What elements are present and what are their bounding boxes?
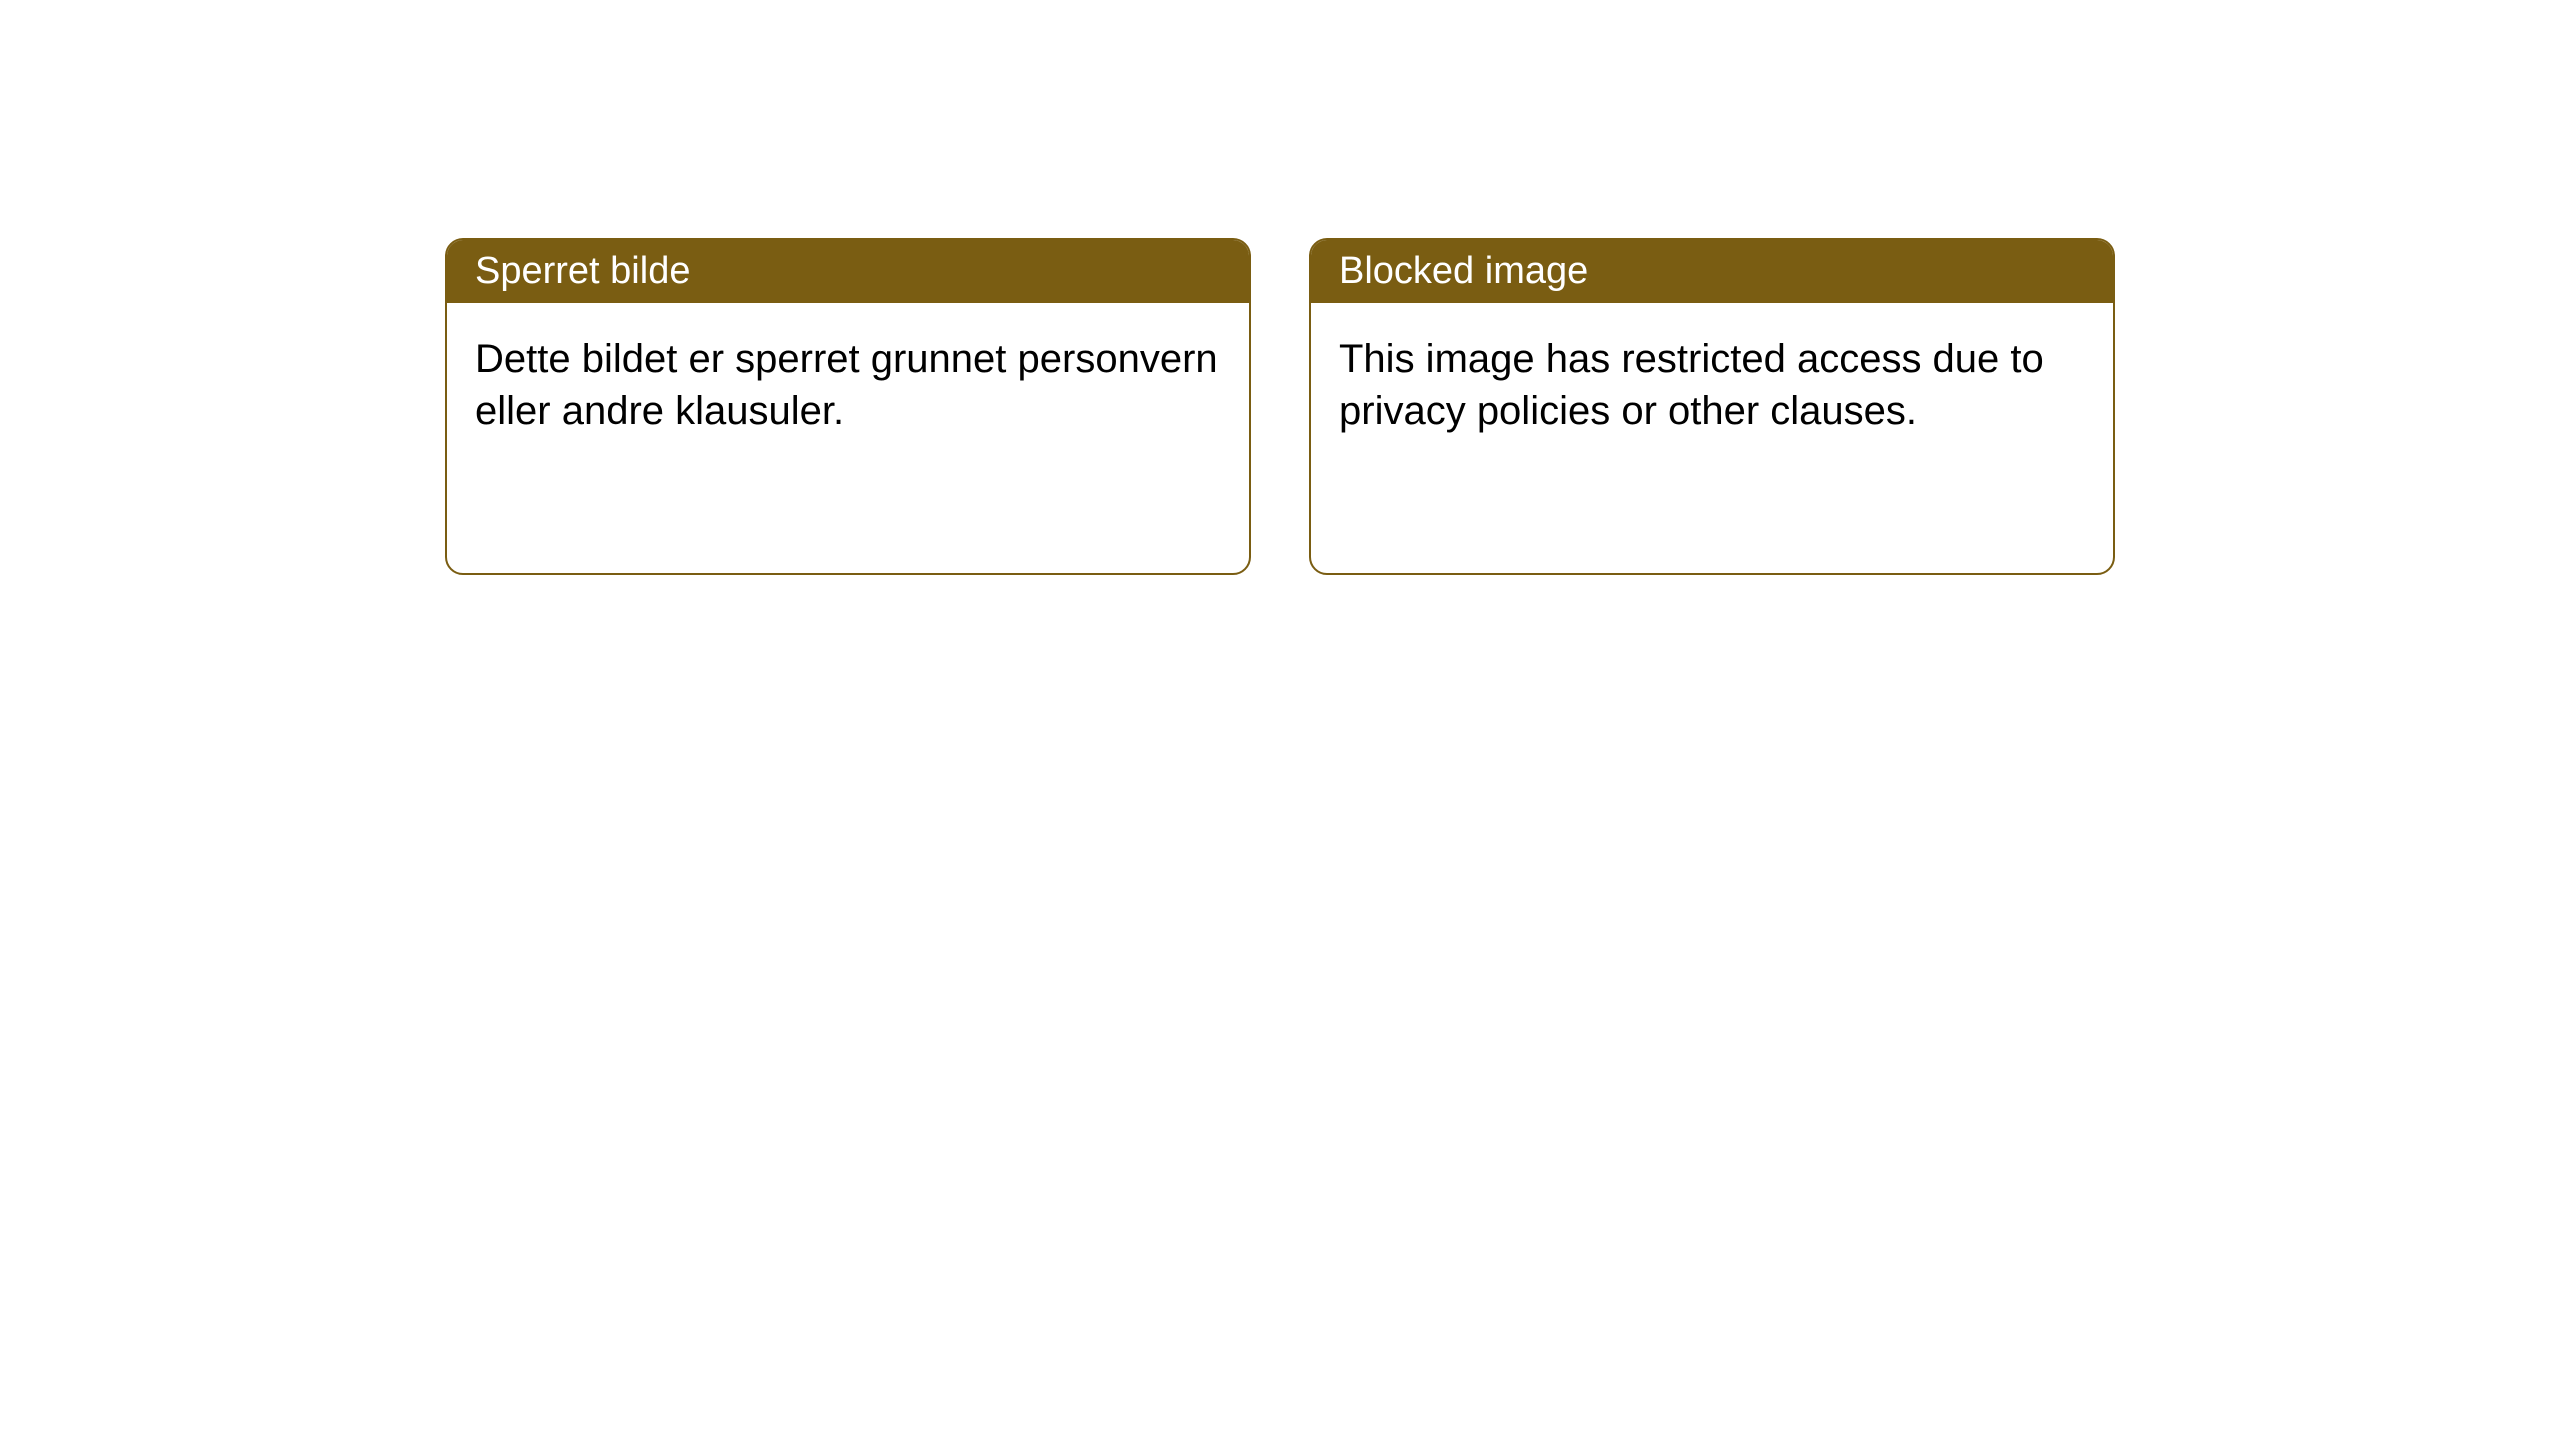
notice-card-english: Blocked image This image has restricted … <box>1309 238 2115 575</box>
notice-card-norwegian: Sperret bilde Dette bildet er sperret gr… <box>445 238 1251 575</box>
notice-body: Dette bildet er sperret grunnet personve… <box>447 303 1249 573</box>
notice-body: This image has restricted access due to … <box>1311 303 2113 573</box>
notice-header: Blocked image <box>1311 240 2113 303</box>
notice-container: Sperret bilde Dette bildet er sperret gr… <box>0 0 2560 575</box>
notice-header: Sperret bilde <box>447 240 1249 303</box>
